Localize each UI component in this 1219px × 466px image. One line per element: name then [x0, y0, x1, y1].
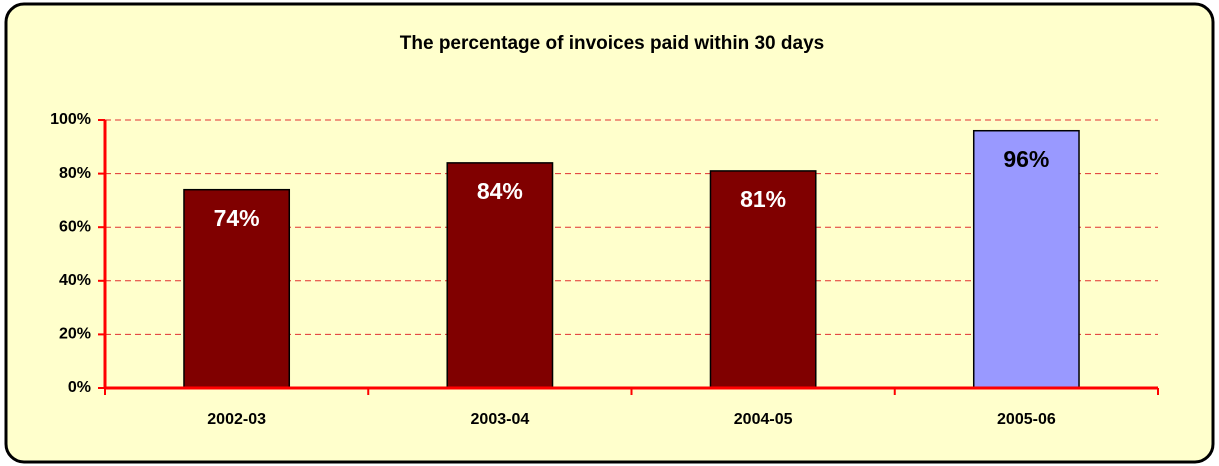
data-label: 81%: [740, 186, 786, 212]
y-tick-label: 100%: [50, 111, 91, 128]
y-tick-label: 0%: [68, 379, 91, 396]
x-tick-label: 2003-04: [471, 411, 530, 428]
chart-frame: [4, 2, 1215, 464]
data-label: 84%: [477, 178, 523, 204]
bar: [446, 162, 554, 389]
y-tick-label: 80%: [59, 165, 91, 182]
bar: [709, 170, 817, 389]
x-tick-label: 2002-03: [207, 411, 266, 428]
data-label: 74%: [214, 205, 260, 231]
bar: [972, 129, 1080, 389]
x-tick-label: 2005-06: [997, 411, 1056, 428]
y-tick-label: 40%: [59, 272, 91, 289]
bar: [183, 188, 291, 389]
y-tick-label: 60%: [59, 218, 91, 235]
data-label: 96%: [1003, 146, 1049, 172]
y-tick-label: 20%: [59, 326, 91, 343]
chart-title: The percentage of invoices paid within 3…: [400, 33, 824, 54]
x-tick-label: 2004-05: [734, 411, 793, 428]
